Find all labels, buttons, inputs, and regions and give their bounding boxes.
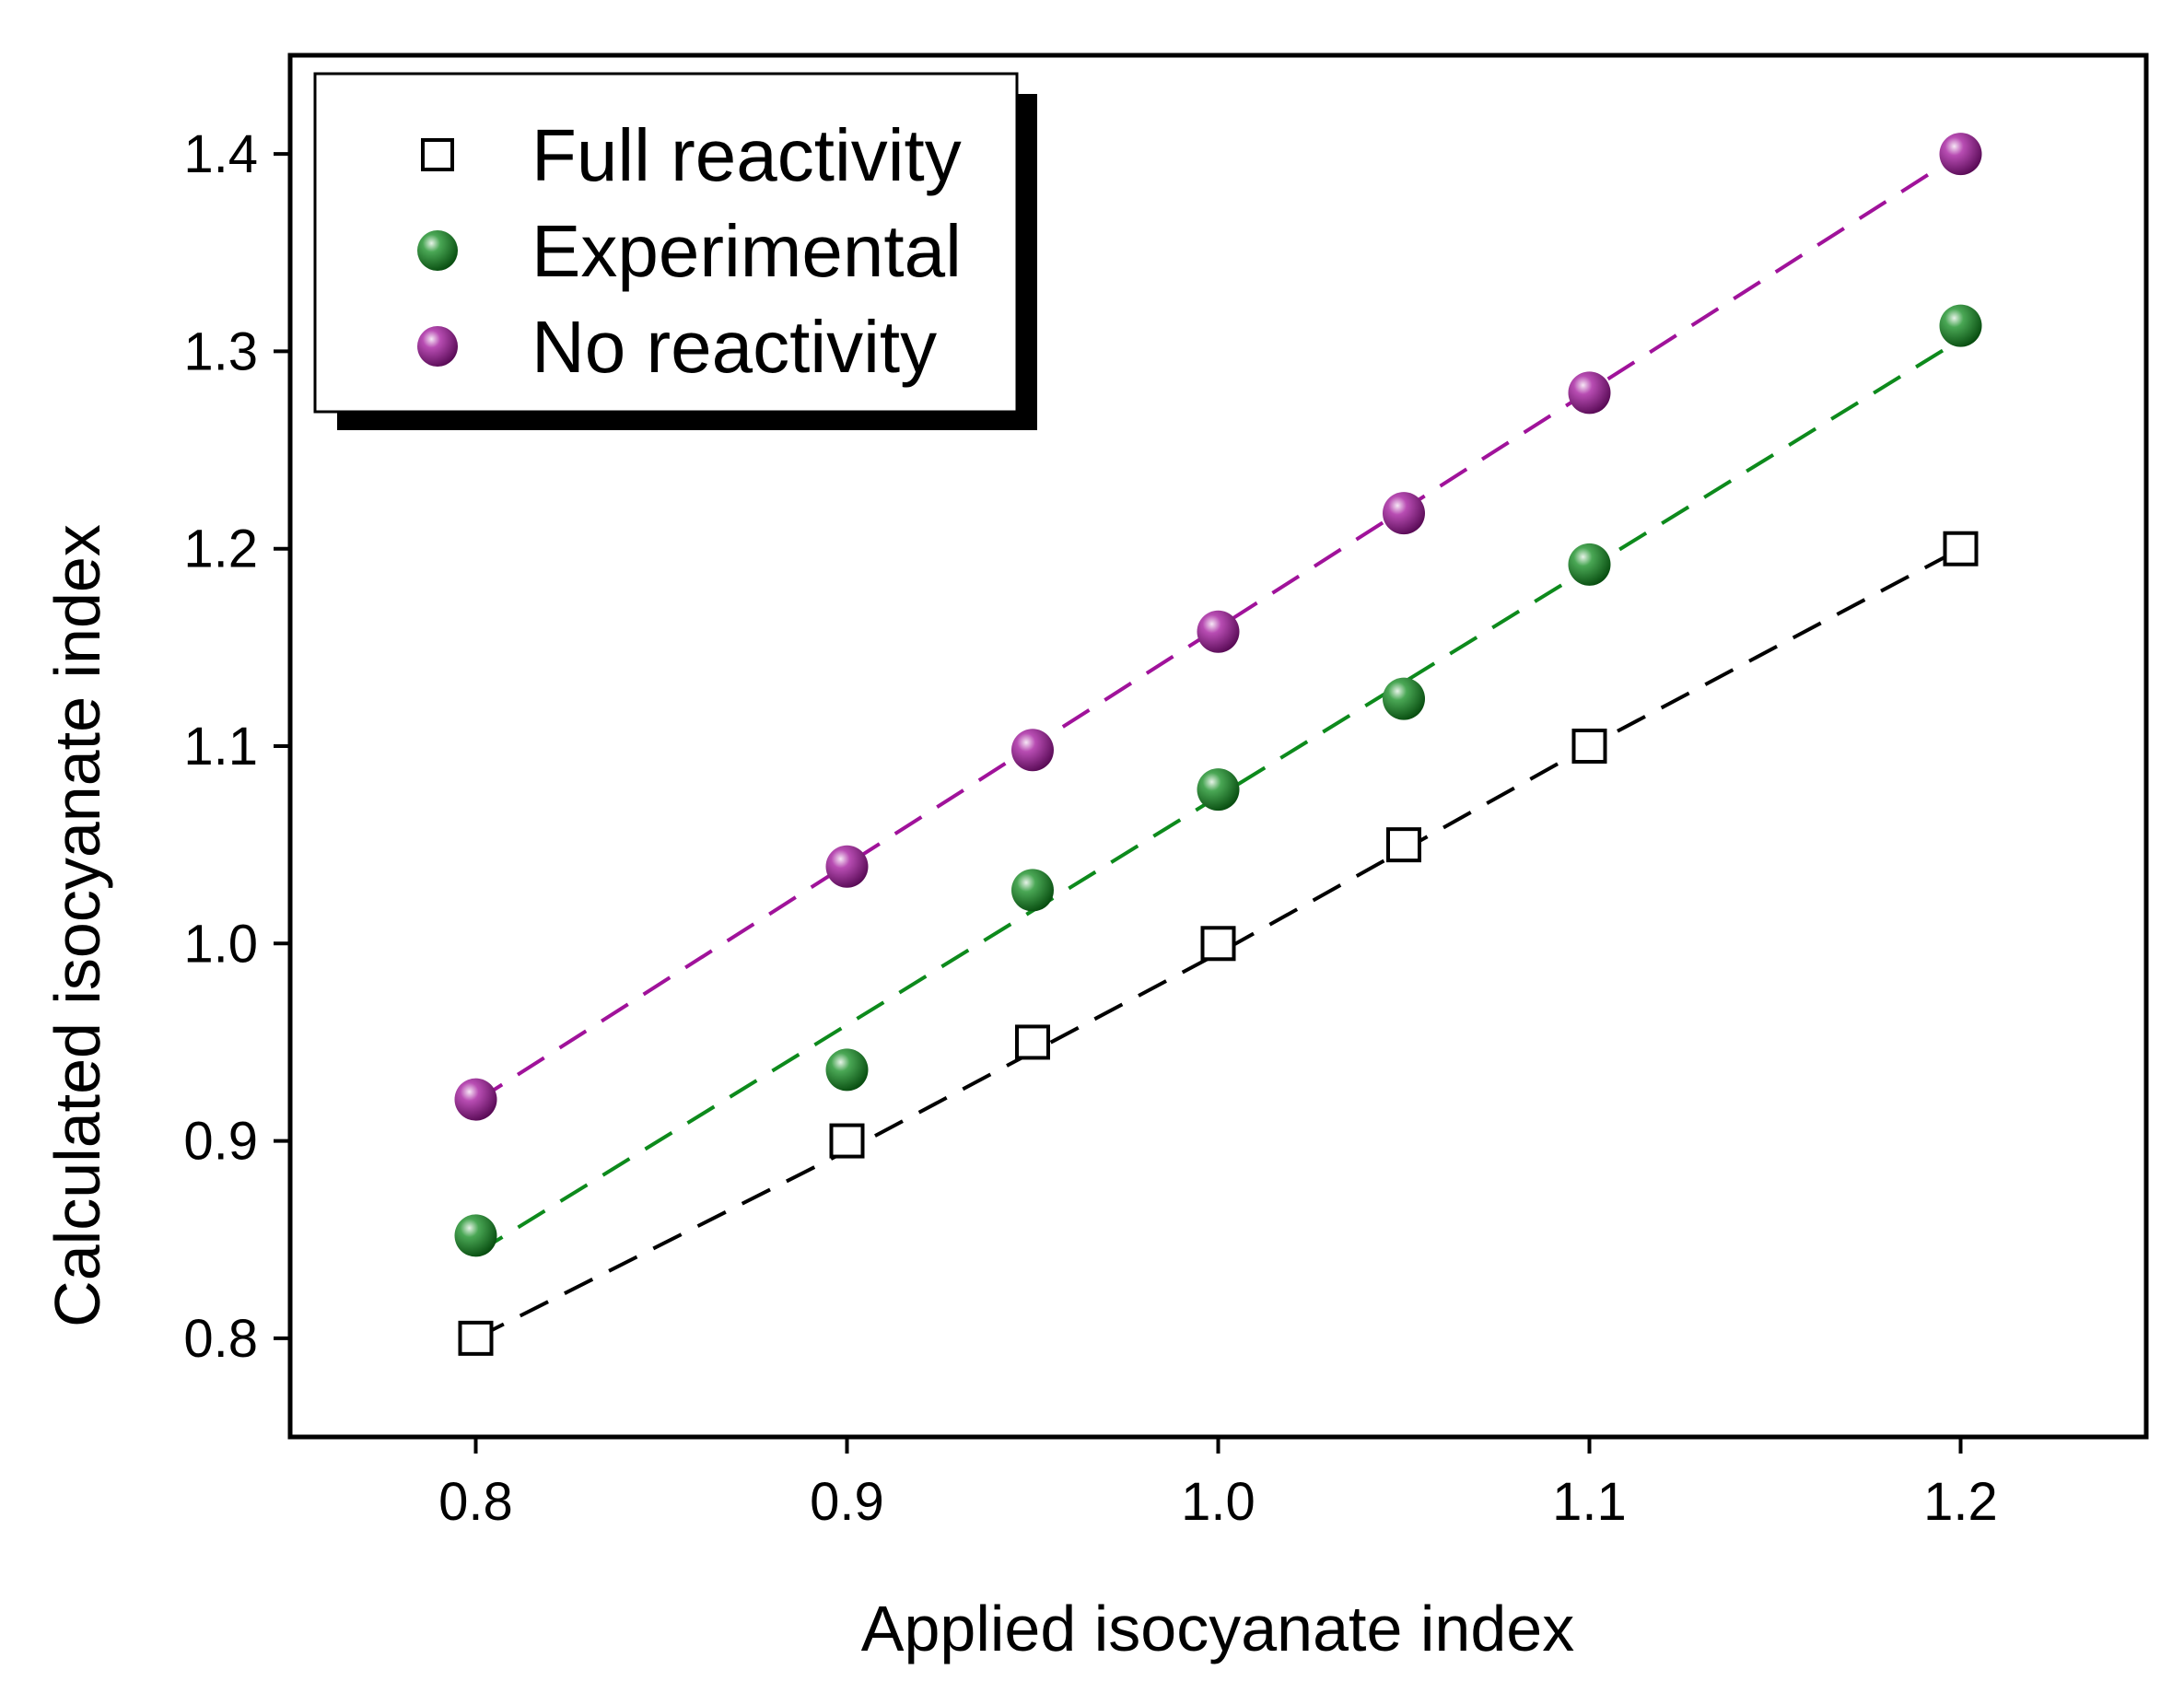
data-point — [454, 1214, 497, 1257]
data-point — [825, 845, 869, 888]
x-tick-label: 1.1 — [1552, 1472, 1627, 1532]
data-point — [1197, 610, 1240, 653]
data-point — [1200, 926, 1236, 962]
legend: Full reactivity Experimental No reactivity — [313, 72, 1037, 430]
data-point — [1939, 304, 1982, 347]
x-axis-title: Applied isocyanate index — [861, 1593, 1574, 1664]
legend-marker — [421, 138, 454, 171]
data-point — [825, 1048, 869, 1092]
legend-marker — [417, 230, 458, 271]
x-tick-label: 1.0 — [1181, 1472, 1256, 1532]
legend-label: Experimental — [531, 210, 962, 292]
y-axis-title: Calculated isocyanate index — [41, 524, 113, 1327]
legend-marker — [417, 326, 458, 367]
y-tick-label: 0.9 — [183, 1112, 258, 1172]
x-tick-label: 0.8 — [438, 1472, 513, 1532]
data-point — [1011, 729, 1054, 772]
data-point — [829, 1123, 865, 1159]
x-tick-label: 0.9 — [810, 1472, 884, 1532]
legend-label: Full reactivity — [531, 114, 962, 196]
data-point — [1571, 729, 1607, 764]
data-point — [458, 1320, 494, 1356]
data-point — [1197, 768, 1240, 812]
fit-line — [474, 546, 1962, 1340]
y-tick-label: 1.2 — [183, 520, 258, 579]
fit-line — [474, 152, 1962, 1104]
data-point — [1939, 133, 1982, 176]
data-point — [1568, 543, 1611, 586]
y-tick-label: 1.0 — [183, 914, 258, 974]
data-point — [1015, 1024, 1050, 1060]
data-point — [454, 1078, 497, 1121]
legend-label: No reactivity — [531, 306, 937, 388]
data-point — [1011, 869, 1054, 912]
y-tick-label: 1.4 — [183, 124, 258, 184]
y-tick-label: 1.1 — [183, 717, 258, 777]
data-point — [1383, 677, 1425, 720]
data-point — [1943, 531, 1979, 566]
x-tick-label: 1.2 — [1923, 1472, 1998, 1532]
data-point — [1568, 371, 1611, 415]
data-point — [1386, 827, 1421, 863]
y-tick-label: 0.8 — [183, 1309, 258, 1369]
data-point — [1383, 492, 1425, 535]
y-tick-label: 1.3 — [183, 321, 258, 381]
